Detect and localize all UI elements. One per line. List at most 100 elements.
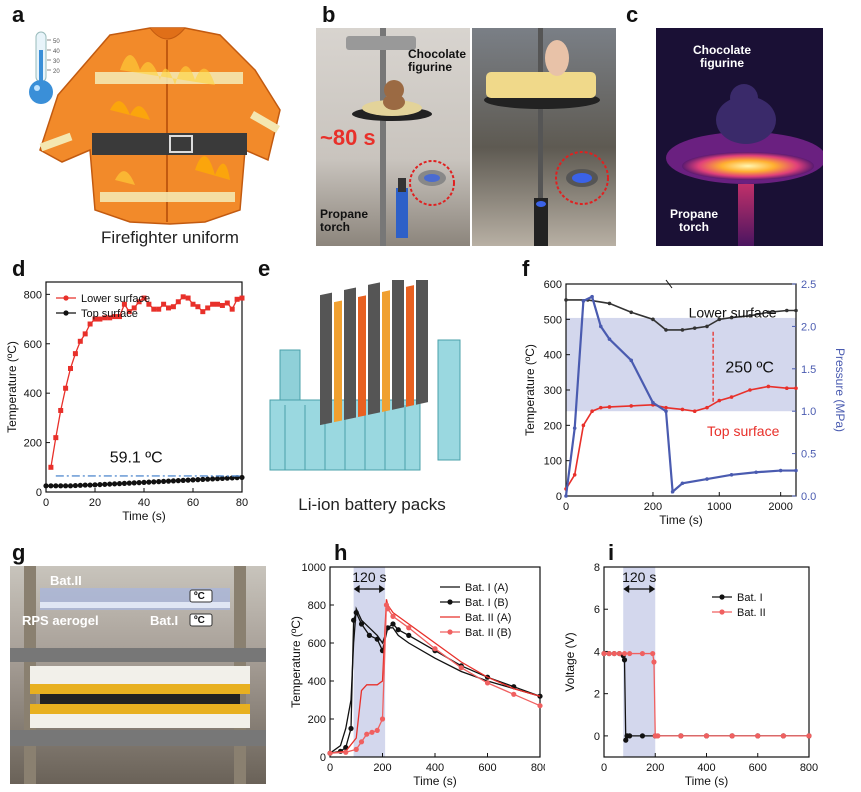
data-point-h-3 [343,749,349,755]
data-point-h-1 [353,610,359,616]
thermometer-icon: 50 40 30 20 [29,31,60,104]
chart-i: 120 s 0 200 400 600 800 0 2 4 6 8 Time (s) Voltage (… [563,562,818,788]
panel-label-e: e [258,256,271,281]
data-point-f-2 [664,409,668,413]
annotation-delta-f: 250 ºC [725,359,774,376]
y2-tick-label-f: 1.0 [801,406,816,418]
data-point-f-2 [670,489,675,494]
data-point-d-1 [48,483,54,489]
data-point-f-2 [629,358,634,363]
span-label-i: 120 s [622,569,656,585]
y-tick-label-f: 200 [544,420,562,432]
data-point-d-1 [165,478,172,484]
panel-label-i: i [608,540,615,565]
data-point-d-0 [102,315,108,321]
x-tick-label-f: 2000 [768,501,792,513]
y2-tick-label-f: 0.0 [801,491,816,503]
data-point-h-1 [348,725,354,732]
data-point-h-1 [395,627,401,633]
y-tick-label-f: 400 [544,350,562,362]
data-point-d-1 [214,476,221,482]
y-tick-label-f: 300 [544,385,562,397]
data-point-d-0 [239,295,245,301]
data-point-f-2 [794,468,798,473]
x-tick-label-d: 80 [236,497,248,509]
c-torch-label: Propane torch [669,207,718,234]
data-point-f-1 [598,405,603,410]
data-point-f-2 [778,468,783,473]
data-point-d-1 [239,474,245,481]
data-point-d-0 [166,305,171,311]
data-point-d-0 [72,351,78,357]
y-axis-label-i: Voltage (V) [563,632,577,691]
data-point-f-1 [692,409,697,413]
thermal-image-c: Chocolate figurine Propane torch [656,28,823,246]
panel-label-c: c [626,2,639,27]
data-point-h-3 [406,625,412,631]
data-point-d-0 [117,314,122,320]
data-point-f-0 [629,310,634,315]
data-point-f-2 [729,473,734,477]
y-tick-label-d: 800 [24,289,42,301]
data-point-d-0 [131,305,137,311]
data-point-i-1 [616,650,622,657]
data-point-d-0 [195,304,201,310]
jacket [39,27,281,225]
data-point-f-0 [692,326,697,330]
legend-marker-i-0 [719,594,725,600]
y-tick-label-h: 1000 [302,562,326,574]
y-tick-label-f: 100 [544,456,562,468]
y-tick-label-f: 0 [556,491,562,503]
data-point-d-0 [205,305,211,311]
y-tick-label-d: 200 [24,438,42,450]
annotation-lower-f: Lower surface [689,305,777,321]
series-line-f-2 [564,295,796,497]
data-point-d-0 [126,309,132,315]
data-point-f-0 [794,308,798,313]
data-point-f-0 [748,314,752,318]
y-tick-label-h: 600 [308,638,326,650]
data-point-d-0 [77,338,83,344]
data-point-f-1 [590,409,594,413]
data-point-i-1 [806,733,812,739]
span-label-h: 120 s [352,569,386,585]
y-tick-label-f: 500 [544,314,562,326]
data-point-d-1 [82,482,88,488]
photo-g: Bat.II RPS aerogel Bat.I ºC ºC [10,566,266,784]
data-point-f-1 [705,405,709,410]
y-tick-label-f: 600 [544,279,562,291]
data-point-h-3 [458,665,464,671]
data-point-f-1 [766,384,771,389]
firefighter-uniform-illustration: 50 40 30 20 [29,27,281,225]
data-point-d-1 [195,477,201,483]
data-point-d-0 [87,321,93,327]
y-axis-label-d: Temperature (ºC) [5,341,19,433]
data-point-d-1 [190,477,196,483]
data-point-h-3 [358,739,365,745]
data-point-d-0 [92,316,98,322]
data-point-d-1 [126,480,132,486]
data-point-d-0 [141,295,147,301]
y2-tick-label-f: 0.5 [801,449,816,461]
data-point-i-1 [601,650,607,657]
chart-h: 120 s 0 200 400 600 800 0 200 400 600 800 1000 Time … [289,562,545,788]
data-point-d-0 [63,385,69,391]
b-torch-label: Propane torch [320,207,369,234]
data-point-d-1 [136,480,142,486]
data-point-f-1 [794,386,798,391]
chart-f: 0 200 1000 2000 0 100 200 300 400 500 600 0.0 0.5 1.0… [523,279,847,527]
y-tick-label-i: 2 [594,689,600,701]
shaded-window-i [623,567,656,757]
data-point-f-0 [717,317,722,322]
thermo-tick-50: 50 [53,39,60,45]
series-line-f-1 [565,385,796,490]
data-point-i-1 [655,733,661,739]
data-point-d-1 [97,481,103,488]
y-tick-label-i: 4 [594,646,600,658]
data-point-d-1 [185,477,191,483]
y-tick-label-h: 0 [320,752,326,764]
legend-label-d-1: Top surface [81,308,138,320]
data-point-d-0 [190,301,196,307]
x-tick-label-f: 200 [644,501,662,513]
data-point-f-2 [572,426,577,430]
